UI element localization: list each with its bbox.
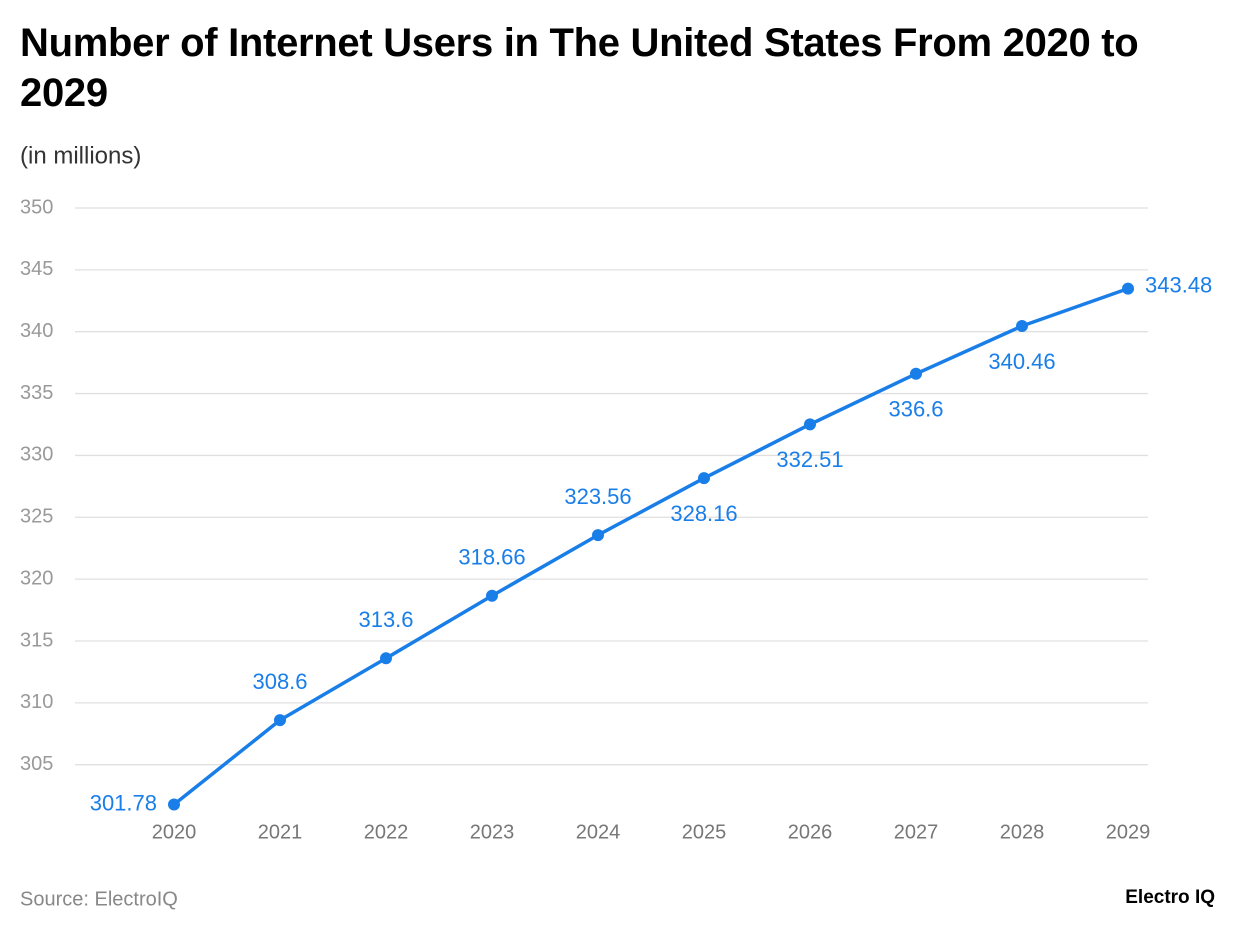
data-label: 336.6 xyxy=(888,397,943,422)
y-tick-label: 350 xyxy=(20,196,53,218)
data-label: 340.46 xyxy=(988,349,1055,374)
point xyxy=(380,652,392,665)
point xyxy=(486,589,498,602)
y-tick-label: 320 xyxy=(20,567,53,589)
y-tick-label: 335 xyxy=(20,382,53,404)
x-tick-label: 2021 xyxy=(258,821,303,843)
x-tick-label: 2023 xyxy=(470,821,515,843)
source: Source: ElectroIQ xyxy=(20,888,178,910)
x-tick-label: 2020 xyxy=(152,821,197,843)
y-tick-label: 315 xyxy=(20,629,53,651)
data-label: 343.48 xyxy=(1145,272,1212,297)
y-tick-label: 340 xyxy=(20,320,53,342)
logo: Electro IQ xyxy=(1125,887,1215,908)
x-tick-label: 2024 xyxy=(576,821,621,843)
point xyxy=(910,367,922,380)
x-tick-label: 2027 xyxy=(894,821,939,843)
y-tick-label: 310 xyxy=(20,691,53,713)
data-label: 323.56 xyxy=(564,484,631,509)
y-tick-label: 325 xyxy=(20,506,53,528)
data-label: 313.6 xyxy=(358,607,413,632)
y-tick-label: 330 xyxy=(20,444,53,466)
title-box: Number of Internet Users in The United S… xyxy=(20,21,1139,115)
point xyxy=(1016,320,1028,333)
line xyxy=(172,287,1129,806)
point xyxy=(804,418,816,431)
y-tick-label: 305 xyxy=(20,753,53,775)
y-tick-label: 345 xyxy=(20,258,53,280)
point xyxy=(168,798,180,811)
x-tick-label: 2025 xyxy=(682,821,727,843)
point xyxy=(1122,282,1134,295)
data-label: 328.16 xyxy=(670,501,737,526)
chart-subtitle: (in millions) xyxy=(20,142,141,169)
x-tick-label: 2029 xyxy=(1106,821,1151,843)
x-tick-label: 2022 xyxy=(364,821,409,843)
point xyxy=(698,472,710,485)
data-label: 332.51 xyxy=(776,447,843,472)
point xyxy=(274,714,286,727)
x-tick-label: 2028 xyxy=(1000,821,1045,843)
point xyxy=(592,529,604,542)
data-label: 308.6 xyxy=(252,669,307,694)
data-label: 301.78 xyxy=(90,790,157,815)
x-tick-label: 2026 xyxy=(788,821,833,843)
chart-title: Number of Internet Users in The United S… xyxy=(20,21,1139,115)
data-label: 318.66 xyxy=(458,545,525,570)
